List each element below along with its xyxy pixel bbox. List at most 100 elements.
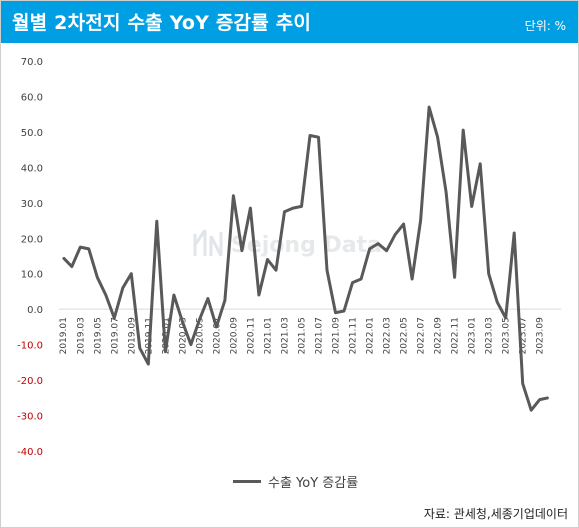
data-point	[368, 248, 371, 250]
data-point	[164, 350, 167, 353]
x-tick-label: 2019.01	[59, 317, 69, 354]
data-point	[224, 299, 226, 302]
data-point	[173, 294, 175, 296]
data-point	[334, 311, 337, 314]
title-bar: 월별 2차전지 수출 YoY 증감률 추이 단위: %	[1, 1, 578, 43]
data-point	[258, 294, 260, 296]
data-point	[198, 319, 201, 321]
y-tick-label: 40.0	[21, 163, 43, 174]
data-point	[445, 191, 447, 193]
data-point	[70, 265, 73, 268]
data-point	[139, 347, 141, 349]
data-point	[360, 278, 362, 280]
x-tick-label: 2022.01	[366, 317, 376, 354]
data-point	[122, 287, 124, 289]
data-point	[326, 269, 328, 271]
legend-label: 수출 YoY 증감률	[268, 476, 359, 491]
data-point	[283, 210, 286, 213]
data-point	[411, 278, 413, 280]
data-point	[538, 398, 541, 401]
x-tick-label: 2021.11	[349, 317, 359, 354]
data-point	[249, 207, 252, 209]
data-point	[309, 134, 311, 137]
data-point	[436, 136, 439, 139]
data-point	[419, 219, 422, 222]
y-tick-label: 50.0	[21, 128, 43, 139]
x-tick-label: 2023.09	[536, 317, 546, 354]
x-tick-label: 2021.01	[263, 317, 273, 354]
x-tick-label: 2022.11	[451, 317, 461, 354]
data-point	[275, 269, 277, 271]
x-tick-label: 2022.05	[400, 317, 410, 354]
x-tick-label: 2019.07	[110, 317, 120, 354]
x-tick-label: 2021.03	[280, 317, 290, 354]
x-tick-label: 2020.07	[212, 317, 222, 354]
data-point	[79, 246, 82, 248]
y-tick-label: -10.0	[17, 341, 43, 352]
data-point	[513, 232, 516, 234]
data-point	[428, 106, 430, 108]
data-point	[402, 223, 405, 225]
data-point	[394, 233, 396, 236]
chart-title: 월별 2차전지 수출 YoY 증감률 추이	[12, 12, 312, 34]
data-point	[530, 409, 533, 412]
x-tick-label: 2023.07	[519, 317, 529, 354]
y-tick-label: 0.0	[27, 305, 43, 316]
data-point	[343, 310, 345, 312]
x-tick-label: 2022.07	[417, 317, 427, 354]
x-tick-label: 2022.09	[434, 317, 444, 354]
data-point	[317, 136, 320, 139]
x-tick-label: 2021.09	[332, 317, 342, 354]
x-tick-label: 2020.11	[246, 317, 256, 354]
x-tick-label: 2023.03	[485, 317, 495, 354]
series-line	[62, 105, 549, 412]
data-point	[147, 363, 150, 365]
data-point	[181, 320, 184, 323]
y-tick-label: -30.0	[17, 412, 43, 423]
data-point	[462, 129, 464, 131]
x-tick-label: 2020.05	[195, 317, 205, 354]
data-point	[385, 249, 388, 252]
data-point	[292, 207, 294, 209]
data-point	[300, 205, 303, 208]
watermark-logo-icon	[193, 229, 223, 257]
x-tick-label: 2020.03	[178, 317, 188, 354]
legend-line-swatch	[233, 480, 261, 483]
data-point	[104, 294, 107, 296]
data-point	[190, 343, 192, 346]
data-point	[96, 276, 99, 279]
data-point	[487, 272, 490, 275]
data-point	[266, 258, 269, 261]
line-chart: 70.0 60.0 50.0 40.0 30.0 20.0 10.0 0.0 -10.0 -20.…	[17, 57, 561, 458]
x-tick-label: 2023.01	[468, 317, 478, 354]
series-layer	[62, 105, 550, 412]
x-tick-label: 2023.05	[502, 317, 512, 354]
data-point	[479, 163, 481, 165]
data-point	[113, 317, 116, 319]
y-tick-label: 60.0	[21, 92, 43, 103]
data-point	[496, 301, 498, 303]
data-point	[547, 397, 550, 399]
data-point	[470, 205, 473, 208]
data-point	[241, 249, 243, 252]
data-point	[130, 272, 133, 275]
x-tick-label: 2020.09	[229, 317, 239, 354]
data-point	[453, 276, 456, 279]
data-point	[62, 256, 65, 259]
data-point	[207, 297, 209, 300]
x-tick-label: 2019.05	[93, 317, 103, 354]
data-point	[351, 281, 354, 284]
y-tick-label: 30.0	[21, 199, 43, 210]
x-tick-label: 2021.05	[297, 317, 307, 354]
data-point	[504, 317, 507, 319]
x-tick-label: 2022.03	[383, 317, 393, 354]
x-tick-label: 2021.07	[315, 317, 325, 354]
x-tick-label: 2019.09	[127, 317, 137, 354]
y-tick-label: 10.0	[21, 270, 43, 281]
data-point	[215, 326, 218, 328]
y-axis: 70.0 60.0 50.0 40.0 30.0 20.0 10.0 0.0 -10.0 -20.…	[17, 57, 561, 458]
y-tick-label: -40.0	[17, 447, 43, 458]
source-note: 자료: 관세청,세종기업데이터	[423, 507, 568, 521]
y-tick-label: 70.0	[21, 57, 43, 68]
